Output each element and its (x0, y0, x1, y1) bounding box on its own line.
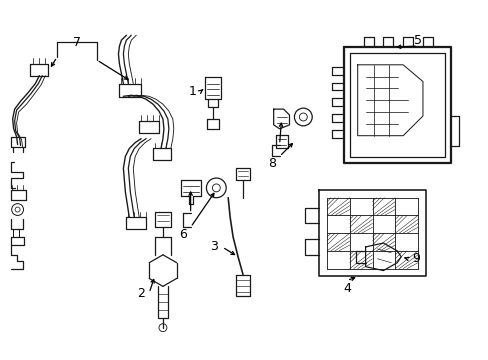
Text: 8: 8 (267, 157, 275, 170)
Text: 1: 1 (188, 85, 196, 98)
Text: 7: 7 (73, 36, 81, 49)
Text: 3: 3 (210, 240, 218, 253)
Text: 9: 9 (411, 252, 419, 265)
Text: 6: 6 (179, 228, 186, 240)
Text: 2: 2 (137, 287, 145, 300)
Text: 5: 5 (413, 34, 421, 47)
Text: 4: 4 (342, 282, 350, 295)
